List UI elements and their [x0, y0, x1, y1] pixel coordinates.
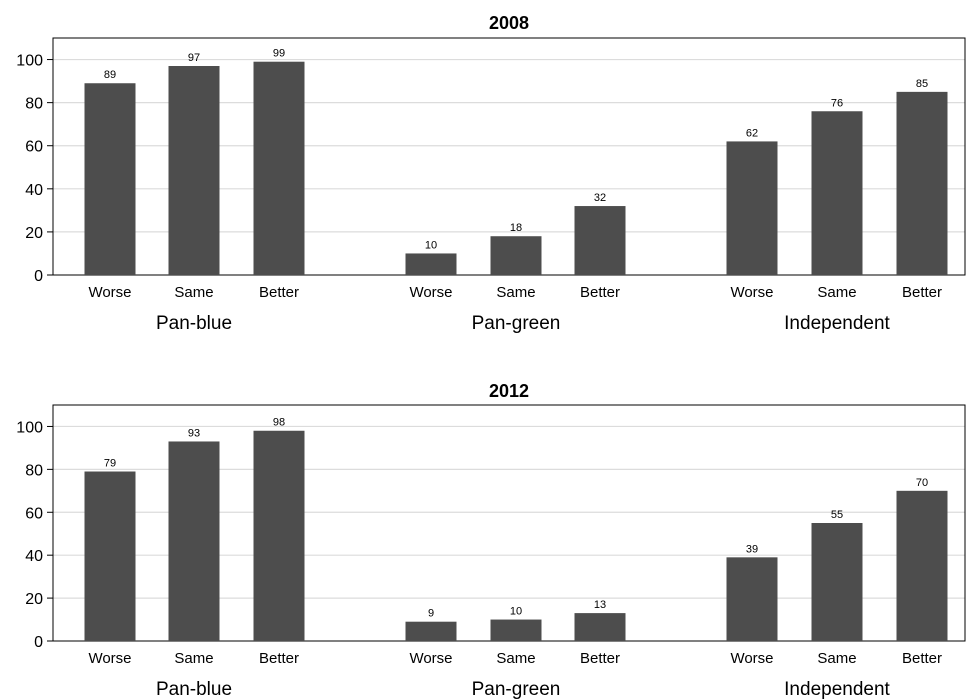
- y-tick-label: 0: [34, 268, 43, 285]
- x-tick-label: Same: [817, 650, 856, 667]
- data-label: 55: [831, 509, 843, 521]
- x-tick-label: Worse: [88, 284, 131, 301]
- data-label: 76: [831, 97, 843, 109]
- bar-independent-same: [811, 523, 863, 641]
- bar-pan-green-worse: [405, 621, 457, 641]
- x-tick-label: Worse: [730, 650, 773, 667]
- panel-title-1: 2012: [489, 381, 529, 401]
- y-tick-label: 20: [25, 591, 43, 608]
- panel-title-0: 2008: [489, 13, 529, 33]
- data-label: 18: [510, 222, 522, 234]
- bar-independent-worse: [726, 557, 778, 641]
- y-tick-label: 40: [25, 548, 43, 565]
- y-tick-label: 60: [25, 139, 43, 156]
- y-tick-label: 80: [25, 96, 43, 113]
- bar-pan-green-same: [490, 619, 542, 641]
- y-tick-label: 100: [16, 53, 43, 70]
- data-label: 9: [428, 608, 434, 620]
- x-tick-label: Same: [496, 650, 535, 667]
- bar-pan-green-better: [574, 206, 626, 275]
- data-label: 98: [273, 417, 285, 429]
- group-label: Pan-blue: [156, 313, 232, 334]
- bar-pan-blue-worse: [84, 471, 136, 641]
- group-label: Pan-green: [472, 313, 561, 334]
- bar-pan-blue-better: [253, 61, 305, 276]
- data-label: 85: [916, 78, 928, 90]
- x-tick-label: Better: [902, 650, 942, 667]
- bar-independent-worse: [726, 141, 778, 275]
- x-tick-label: Worse: [409, 284, 452, 301]
- group-label: Pan-green: [472, 679, 561, 699]
- y-tick-label: 60: [25, 505, 43, 522]
- x-tick-label: Better: [259, 650, 299, 667]
- group-label: Independent: [784, 313, 890, 334]
- data-label: 10: [510, 606, 522, 618]
- x-tick-label: Worse: [730, 284, 773, 301]
- y-tick-label: 40: [25, 182, 43, 199]
- data-label: 10: [425, 239, 437, 251]
- bar-independent-same: [811, 111, 863, 275]
- x-tick-label: Same: [174, 284, 213, 301]
- data-label: 62: [746, 127, 758, 139]
- x-tick-label: Same: [174, 650, 213, 667]
- data-label: 13: [594, 599, 606, 611]
- bar-independent-better: [896, 490, 948, 641]
- data-label: 32: [594, 192, 606, 204]
- data-label: 39: [746, 543, 758, 555]
- bar-pan-green-worse: [405, 253, 457, 275]
- bar-pan-blue-worse: [84, 83, 136, 275]
- x-tick-label: Better: [259, 284, 299, 301]
- data-label: 99: [273, 48, 285, 60]
- y-tick-label: 80: [25, 462, 43, 479]
- x-tick-label: Same: [496, 284, 535, 301]
- bar-pan-blue-same: [168, 441, 220, 641]
- bar-pan-blue-same: [168, 66, 220, 275]
- x-tick-label: Worse: [409, 650, 452, 667]
- bar-pan-green-better: [574, 613, 626, 641]
- bar-pan-green-same: [490, 236, 542, 275]
- data-label: 70: [916, 477, 928, 489]
- bar-pan-blue-better: [253, 430, 305, 641]
- x-tick-label: Better: [580, 284, 620, 301]
- x-tick-label: Worse: [88, 650, 131, 667]
- y-tick-label: 20: [25, 225, 43, 242]
- data-label: 93: [188, 427, 200, 439]
- y-tick-label: 100: [16, 419, 43, 436]
- data-label: 79: [104, 458, 116, 470]
- x-tick-label: Better: [580, 650, 620, 667]
- group-label: Independent: [784, 679, 890, 699]
- y-tick-label: 0: [34, 634, 43, 651]
- group-label: Pan-blue: [156, 679, 232, 699]
- x-tick-label: Same: [817, 284, 856, 301]
- data-label: 89: [104, 69, 116, 81]
- x-tick-label: Better: [902, 284, 942, 301]
- data-label: 97: [188, 52, 200, 64]
- bar-independent-better: [896, 91, 948, 275]
